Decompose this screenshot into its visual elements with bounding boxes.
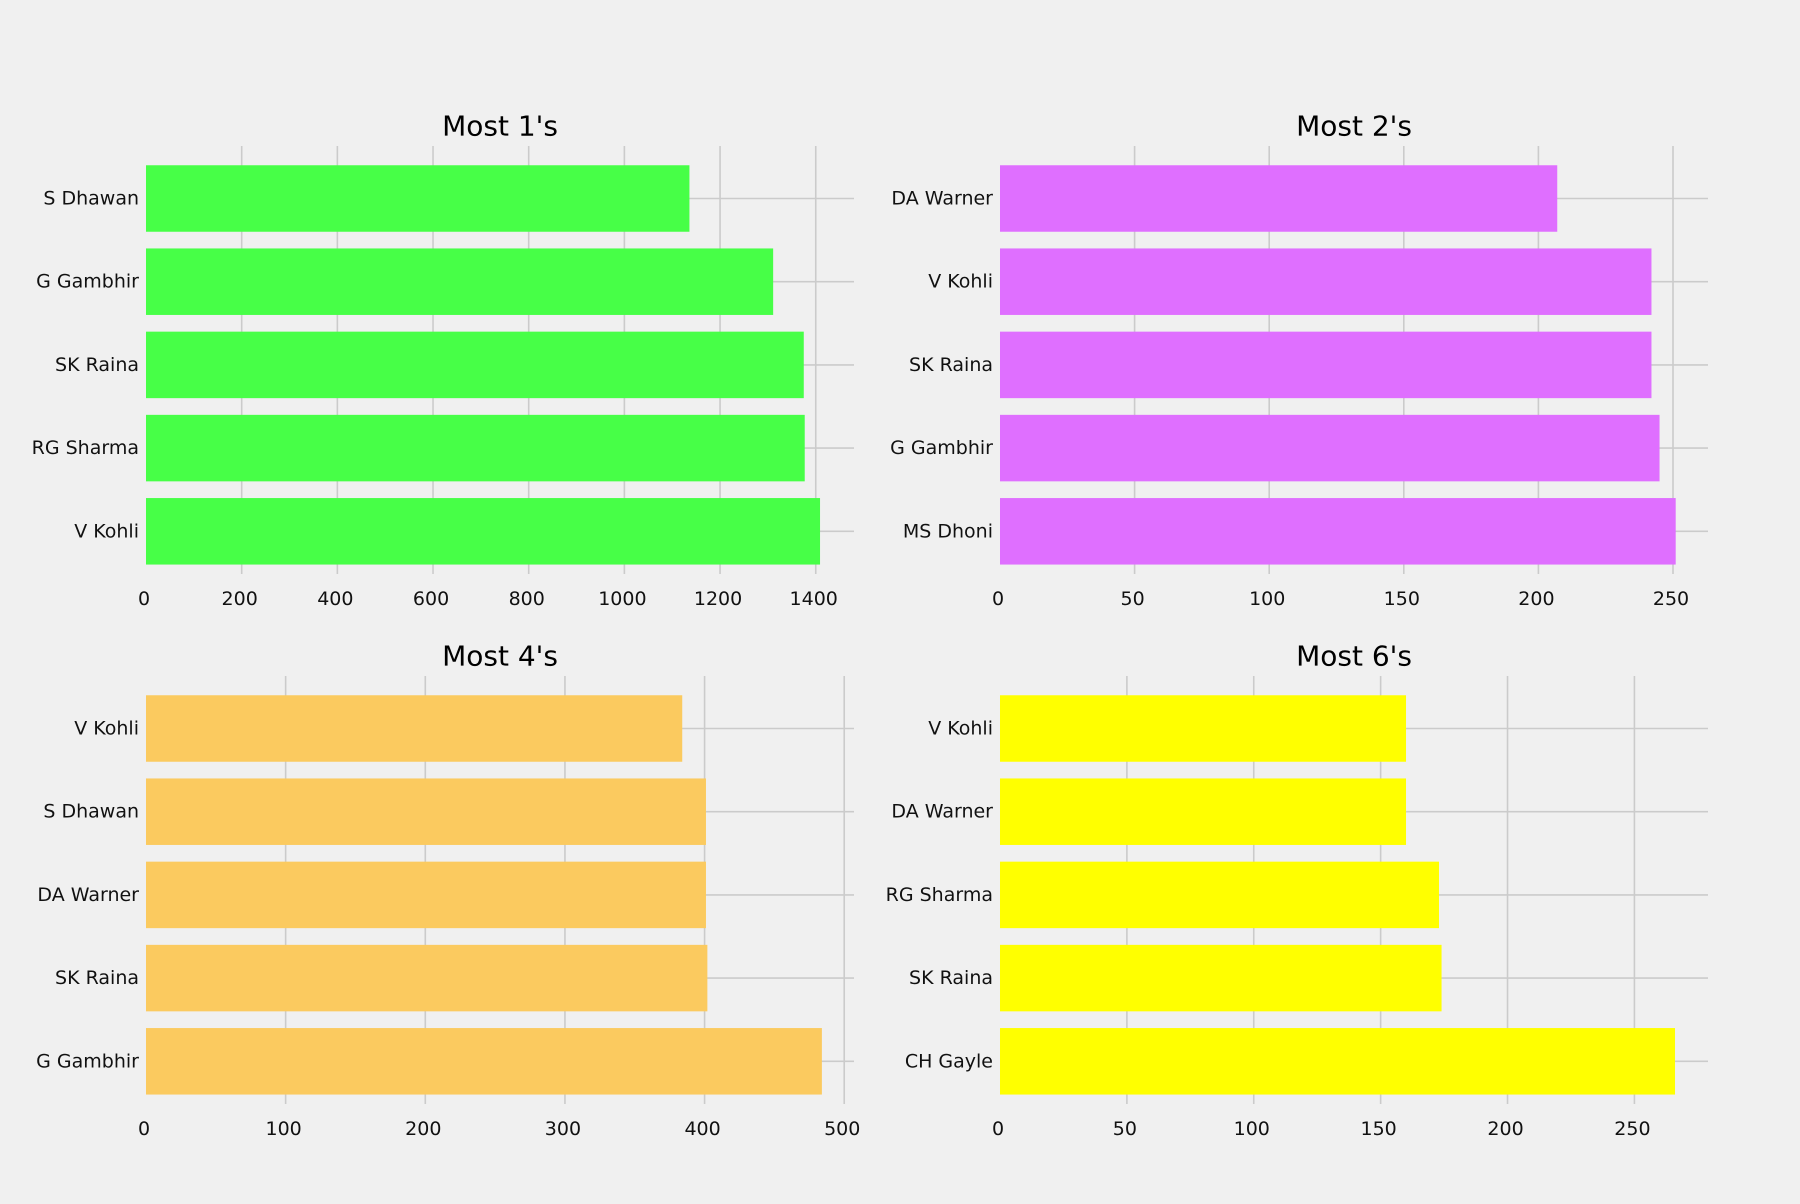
y-tick-label: SK Raina [55,354,139,376]
x-tick-label: 0 [138,588,150,610]
y-tick-label: S Dhawan [43,801,139,823]
y-tick-label: DA Warner [37,884,139,906]
y-tick-label: V Kohli [928,271,993,293]
x-tick-label: 0 [992,1118,1004,1140]
chart-title: Most 6's [1296,640,1412,673]
x-tick-label: 100 [266,1118,302,1140]
x-tick-label: 1000 [598,588,646,610]
chart-title: Most 4's [442,640,558,673]
bar-g-gambhir [146,1028,822,1095]
bar-sk-raina [146,331,804,399]
bar-rg-sharma [146,414,805,482]
y-tick-label: SK Raina [909,354,993,376]
chart-title: Most 2's [1296,110,1412,143]
bar-sk-raina [146,944,708,1012]
bar-s-dhawan [146,778,706,845]
chart-panel-3: V Kohli S Dhawan DA Warner SK Raina G Gambhi… [36,640,860,1141]
bar-s-dhawan [146,165,690,232]
bar-da-warner [1000,778,1407,845]
y-tick-label: G Gambhir [890,437,993,459]
y-tick-label: V Kohli [928,718,993,740]
chart-panel-4: V Kohli DA Warner RG Sharma SK Raina CH Gayl… [886,640,1708,1140]
x-tick-label: 50 [1113,1118,1137,1140]
x-tick-label: 600 [413,588,449,610]
y-tick-label: DA Warner [891,801,993,823]
y-tick-label: G Gambhir [36,271,139,293]
x-tick-label: 300 [545,1118,581,1140]
x-tick-label: 0 [992,588,1004,610]
chart-panel-1: S Dhawan G Gambhir SK Raina RG Sharma V Kohl… [32,110,854,610]
x-tick-label: 1200 [694,588,742,610]
x-tick-label: 1400 [790,588,838,610]
x-tick-label: 200 [1518,588,1554,610]
x-tick-label: 200 [405,1118,441,1140]
x-tick-label: 400 [317,588,353,610]
bar-v-kohli [146,695,683,762]
bar-g-gambhir [146,248,774,315]
y-tick-label: S Dhawan [43,188,139,210]
x-tick-label: 800 [509,588,545,610]
chart-title: Most 1's [442,110,558,143]
bar-da-warner [146,861,706,929]
bar-rg-sharma [1000,861,1440,929]
y-tick-label: DA Warner [891,188,993,210]
bar-ch-gayle [1000,1028,1676,1095]
bar-v-kohli [1000,248,1652,315]
y-tick-label: RG Sharma [886,884,993,906]
x-tick-label: 50 [1121,588,1145,610]
x-tick-label: 150 [1384,588,1420,610]
x-tick-label: 200 [222,588,258,610]
bar-sk-raina [1000,944,1442,1012]
bar-v-kohli [146,498,821,565]
x-tick-label: 250 [1653,588,1689,610]
x-tick-label: 250 [1614,1118,1650,1140]
x-tick-label: 200 [1487,1118,1523,1140]
y-tick-label: G Gambhir [36,1050,139,1072]
y-tick-label: V Kohli [74,520,139,542]
y-tick-label: MS Dhoni [903,520,993,542]
x-tick-label: 100 [1249,588,1285,610]
bar-sk-raina [1000,331,1652,399]
bar-ms-dhoni [1000,498,1676,565]
y-tick-label: RG Sharma [32,437,139,459]
x-tick-label: 500 [824,1118,860,1140]
y-tick-label: V Kohli [74,718,139,740]
y-tick-label: CH Gayle [905,1050,993,1072]
x-tick-label: 150 [1361,1118,1397,1140]
y-tick-label: SK Raina [55,967,139,989]
x-tick-label: 0 [138,1118,150,1140]
bar-da-warner [1000,165,1558,232]
bar-v-kohli [1000,695,1407,762]
chart-panel-2: DA Warner V Kohli SK Raina G Gambhir MS Dhon… [890,110,1708,610]
bar-g-gambhir [1000,414,1660,482]
x-tick-label: 400 [684,1118,720,1140]
y-tick-label: SK Raina [909,967,993,989]
x-tick-label: 100 [1234,1118,1270,1140]
